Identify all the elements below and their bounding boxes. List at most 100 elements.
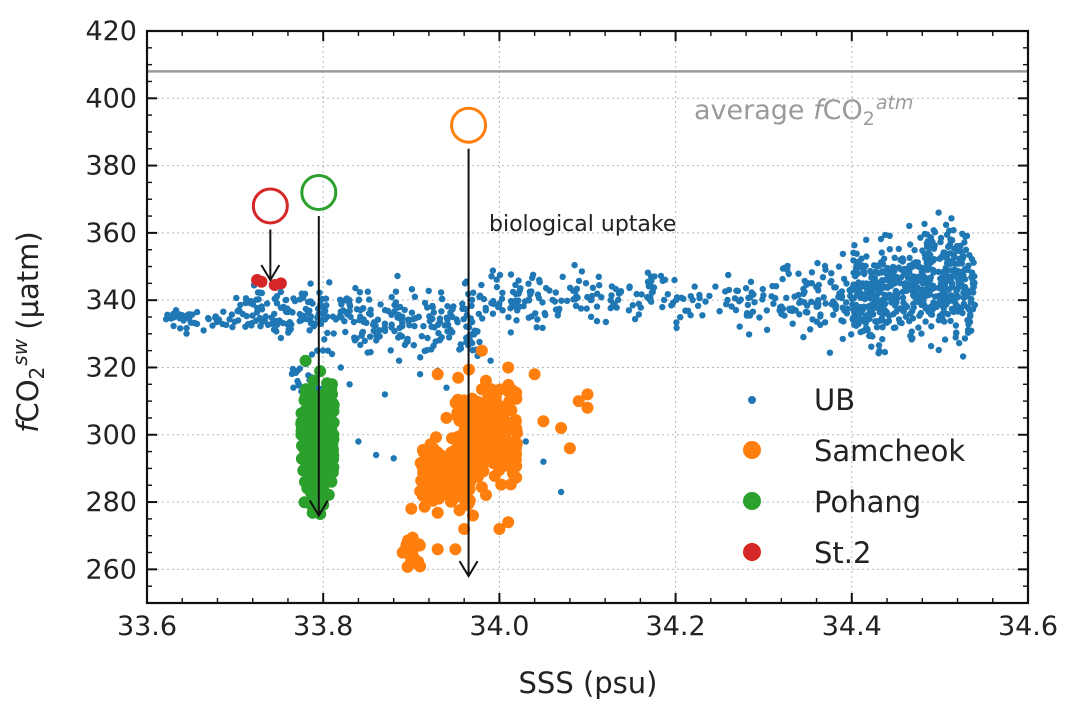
legend-marker-samcheok [743, 441, 761, 459]
point-ub [886, 291, 893, 299]
point-samcheok [537, 415, 550, 428]
point-ub [902, 302, 909, 309]
point-ub [948, 284, 956, 291]
point-ub [625, 307, 633, 314]
point-ub [420, 323, 427, 330]
point-ub [247, 300, 254, 307]
point-ub [736, 298, 743, 305]
point-ub [596, 282, 603, 289]
point-ub [469, 318, 476, 326]
point-ub [324, 329, 331, 337]
point-ub [410, 342, 417, 349]
legend-marker-ub [748, 396, 756, 404]
point-ub [937, 275, 944, 282]
point-st-2 [274, 277, 287, 290]
point-ub [723, 301, 730, 308]
point-ub [462, 305, 469, 313]
point-ub [474, 328, 481, 335]
point-ub [948, 215, 955, 222]
point-ub [892, 324, 899, 331]
point-ub [951, 254, 958, 261]
point-ub [505, 314, 512, 321]
point-ub [243, 312, 250, 320]
point-ub [759, 285, 766, 293]
point-ub [347, 313, 354, 321]
point-ub [242, 299, 249, 307]
point-ub [542, 311, 549, 319]
point-ub [633, 290, 640, 298]
point-ub [850, 281, 857, 288]
point-ub [570, 296, 577, 303]
point-ub [889, 274, 896, 281]
point-ub [807, 326, 814, 333]
point-ub [533, 324, 540, 331]
point-ub [183, 324, 190, 332]
point-ub [602, 318, 610, 326]
axes-layer: 33.6 33.8 34.0 34.2 34.4 34.6 260 280 300 320 340 3… [85, 16, 1058, 642]
point-ub [927, 310, 934, 318]
point-pohang [322, 448, 334, 461]
point-ub [350, 318, 358, 326]
point-samcheok [495, 478, 508, 491]
point-samcheok [430, 431, 442, 444]
point-ub [374, 316, 382, 323]
point-ub [862, 281, 869, 288]
point-pohang [307, 421, 320, 434]
x-tick-label: 34.0 [469, 611, 529, 642]
point-ub [353, 335, 360, 342]
legend-label-pohang: Pohang [814, 485, 921, 519]
point-samcheok [431, 368, 444, 381]
point-ub [832, 305, 839, 313]
point-ub [469, 347, 476, 354]
point-ub [759, 296, 766, 303]
point-ub [789, 320, 796, 327]
point-samcheok [494, 452, 507, 465]
point-ub [906, 317, 913, 325]
y-tick-label: 380 [85, 151, 137, 182]
point-ub [927, 274, 934, 281]
point-samcheok [510, 392, 523, 405]
point-ub [706, 292, 713, 300]
point-ub [470, 289, 477, 296]
point-ub [426, 313, 433, 320]
point-ub [319, 347, 327, 354]
point-ub [878, 279, 886, 286]
point-ub [817, 321, 824, 328]
point-ub [768, 293, 775, 300]
point-samcheok [431, 506, 444, 519]
point-ub [648, 289, 655, 296]
point-ub [863, 253, 870, 260]
point-ub [673, 319, 680, 326]
point-ub [913, 294, 920, 302]
point-ub [183, 330, 190, 337]
point-ub [242, 295, 250, 302]
point-ub [476, 292, 484, 299]
x-tick-label: 33.6 [117, 611, 177, 642]
point-ub [405, 316, 412, 323]
point-ub [955, 308, 962, 315]
point-ub [479, 315, 486, 322]
point-ub [680, 295, 687, 303]
point-ub [955, 268, 962, 275]
point-ub [907, 310, 914, 318]
point-ub [952, 334, 959, 341]
point-ub [552, 289, 559, 296]
point-ub [535, 294, 543, 302]
point-samcheok [467, 509, 479, 522]
point-ub [489, 267, 497, 274]
point-samcheok [555, 422, 568, 434]
point-ub [815, 281, 823, 289]
point-ub [912, 259, 919, 266]
point-ub [814, 259, 821, 267]
point-ub [870, 277, 877, 284]
point-ub [947, 317, 954, 325]
point-ub [964, 266, 971, 274]
point-ub [254, 289, 262, 296]
point-ub [831, 284, 838, 291]
point-ub [450, 303, 457, 310]
point-ub [193, 308, 201, 316]
point-ub [447, 309, 454, 316]
point-ub [387, 347, 394, 354]
point-ub [587, 313, 595, 320]
